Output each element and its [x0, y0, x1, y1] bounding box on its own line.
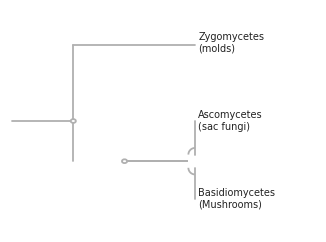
- Circle shape: [122, 159, 127, 163]
- Text: Ascomycetes
(sac fungi): Ascomycetes (sac fungi): [198, 110, 263, 132]
- Circle shape: [71, 119, 76, 123]
- Text: Zygomycetes
(molds): Zygomycetes (molds): [198, 32, 264, 54]
- Text: Basidiomycetes
(Mushrooms): Basidiomycetes (Mushrooms): [198, 188, 275, 210]
